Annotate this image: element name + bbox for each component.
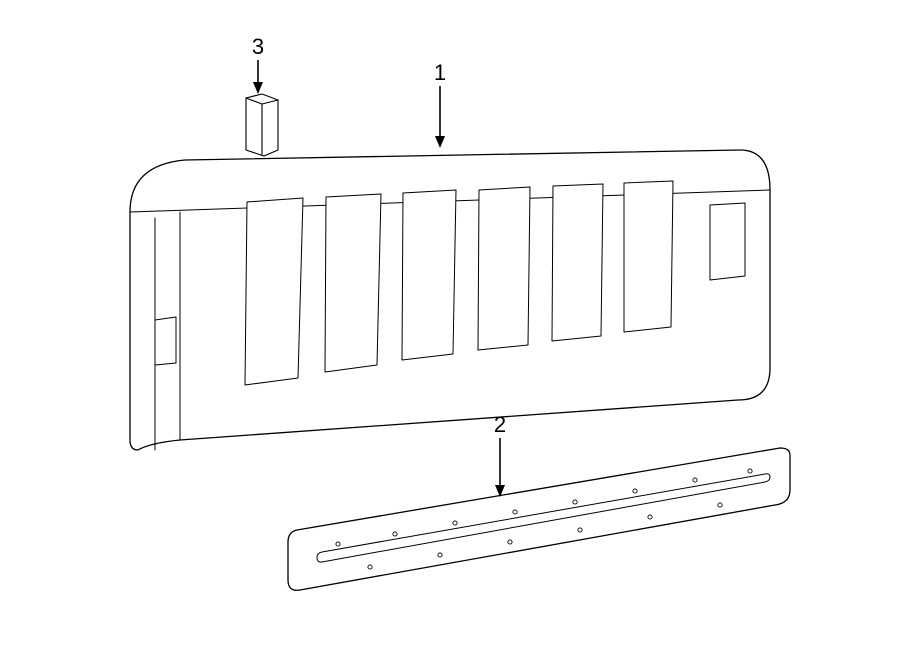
callout-2: 2 — [494, 412, 506, 497]
callout-label: 3 — [252, 34, 264, 59]
callout-3: 3 — [252, 34, 264, 94]
lower-rail — [288, 448, 790, 590]
parts-diagram: 1 2 3 — [0, 0, 900, 661]
callout-1: 1 — [434, 60, 446, 148]
callout-label: 1 — [434, 60, 446, 85]
callout-label: 2 — [494, 412, 506, 437]
